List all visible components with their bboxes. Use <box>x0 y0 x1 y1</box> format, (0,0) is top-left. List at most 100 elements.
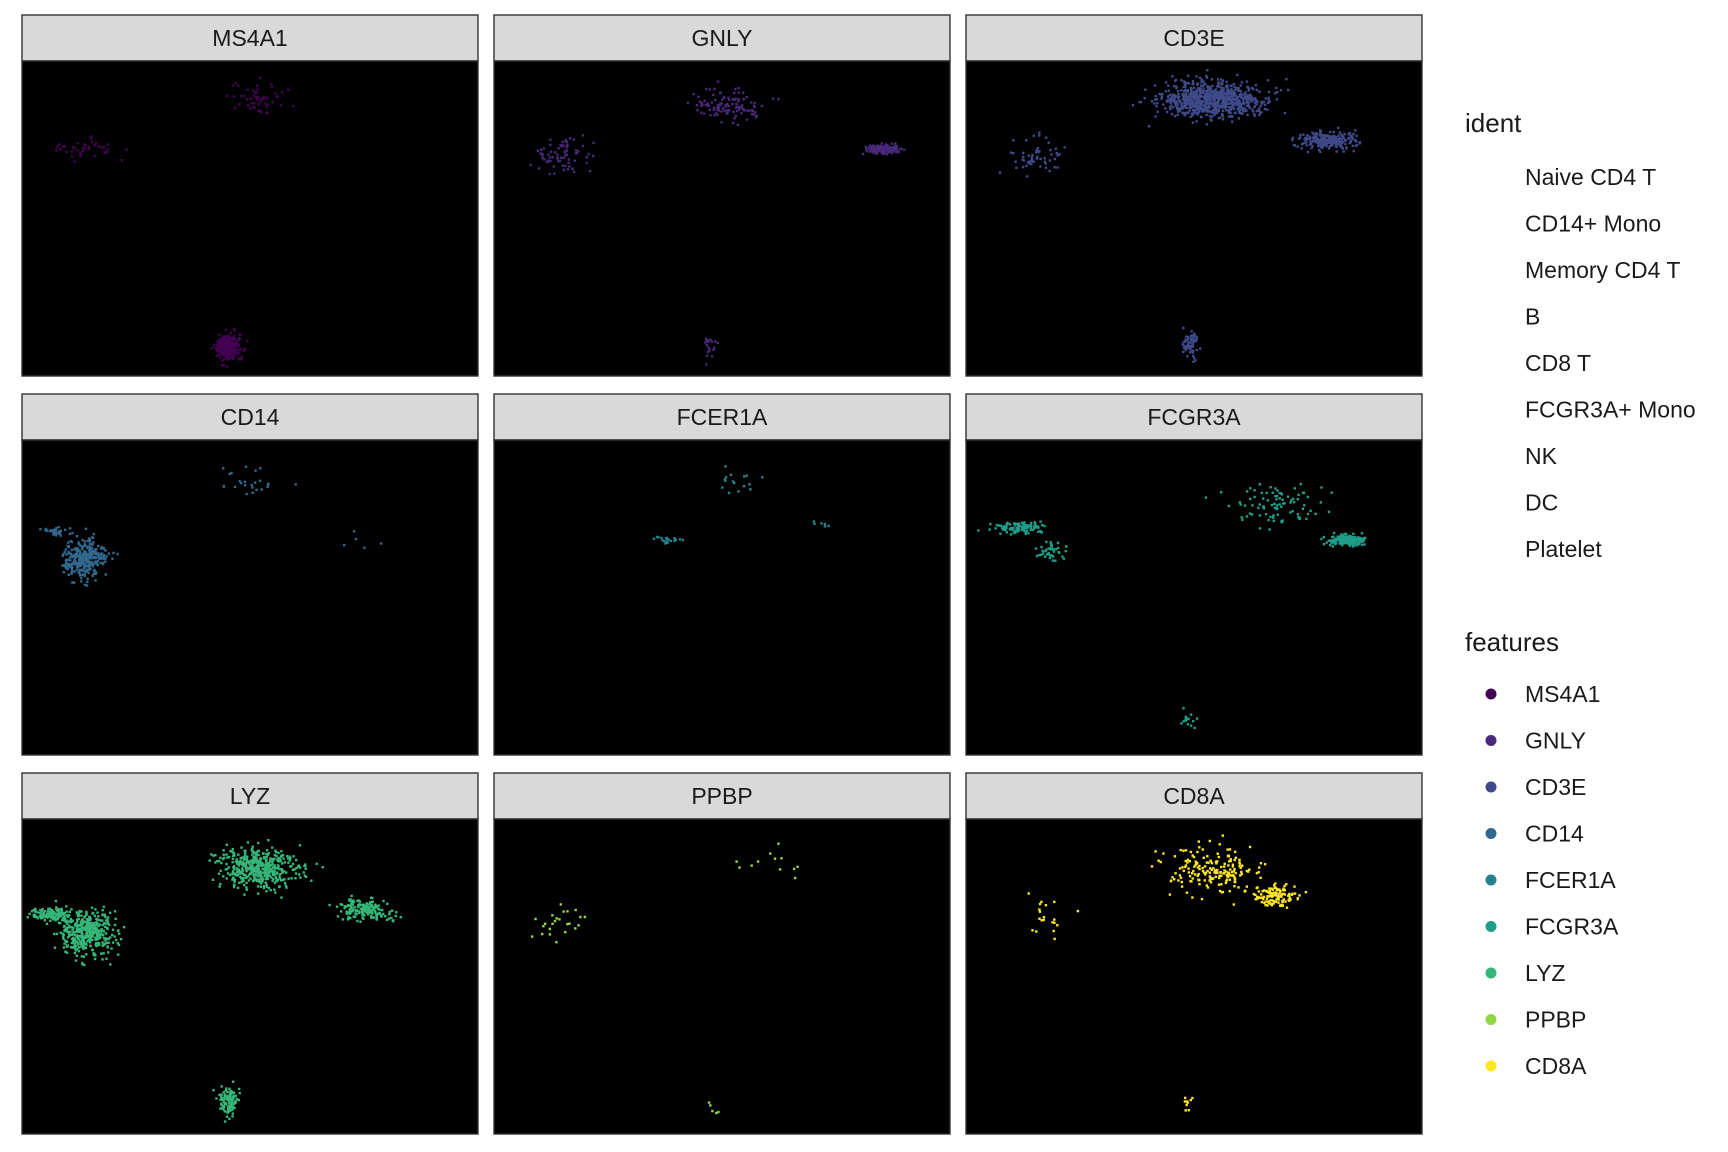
data-point <box>561 140 564 144</box>
data-point <box>543 922 547 925</box>
facet-strip-label: FCER1A <box>677 404 768 430</box>
data-point <box>80 577 83 580</box>
data-point <box>1184 338 1187 341</box>
data-point <box>85 926 89 930</box>
data-point <box>67 936 70 939</box>
data-point <box>229 331 232 335</box>
data-point <box>1188 97 1191 101</box>
data-point <box>226 358 229 361</box>
data-point <box>1034 547 1038 550</box>
data-point <box>1318 139 1322 142</box>
data-point <box>1233 868 1236 871</box>
data-point <box>374 903 377 906</box>
data-point <box>219 349 222 352</box>
data-point <box>352 899 355 902</box>
data-point <box>1220 82 1223 85</box>
data-point <box>705 363 708 366</box>
data-point <box>361 913 364 916</box>
data-point <box>734 87 737 91</box>
data-point <box>55 914 59 917</box>
data-point <box>1022 151 1025 155</box>
data-point <box>574 927 577 930</box>
data-point <box>1325 144 1328 147</box>
data-point <box>1185 107 1189 110</box>
data-point <box>1323 135 1326 138</box>
data-point <box>1014 160 1017 163</box>
data-point <box>77 917 80 921</box>
data-point <box>236 84 240 87</box>
data-point <box>71 919 74 922</box>
data-point <box>1193 334 1197 337</box>
data-point <box>229 1100 232 1103</box>
data-point <box>988 528 991 531</box>
facet-strip <box>21 14 479 62</box>
data-point <box>721 107 725 110</box>
data-point <box>268 861 271 865</box>
data-point <box>100 547 103 550</box>
data-point <box>771 97 775 100</box>
data-point <box>83 558 87 562</box>
data-point <box>257 109 260 113</box>
legend-feature-label: LYZ <box>1525 960 1565 986</box>
data-point <box>70 926 73 929</box>
data-point <box>1042 552 1045 555</box>
data-point <box>1204 871 1208 875</box>
data-point <box>893 145 896 148</box>
data-point <box>697 95 700 98</box>
data-point <box>1186 338 1190 341</box>
data-point <box>1183 345 1186 348</box>
data-point <box>723 96 726 99</box>
data-point <box>1188 104 1192 107</box>
data-point <box>875 144 879 148</box>
data-point <box>1219 78 1223 81</box>
legend-ident-item: DC <box>1525 490 1558 516</box>
data-point <box>79 155 82 158</box>
data-point <box>1217 100 1220 104</box>
data-point <box>1178 95 1181 98</box>
data-point <box>63 911 66 915</box>
data-point <box>349 911 352 915</box>
data-point <box>546 160 550 163</box>
data-point <box>365 911 369 914</box>
data-point <box>565 153 569 156</box>
data-point <box>1050 153 1053 156</box>
data-point <box>1342 535 1345 539</box>
data-point <box>82 926 86 929</box>
data-point <box>232 355 235 359</box>
data-point <box>119 938 123 941</box>
data-point <box>1219 871 1222 874</box>
data-point <box>116 942 119 945</box>
data-point <box>375 912 378 916</box>
data-point <box>1064 545 1068 548</box>
data-point <box>233 879 237 882</box>
data-point <box>704 341 707 344</box>
data-point <box>1273 502 1276 505</box>
data-point <box>1333 140 1336 143</box>
data-point <box>268 874 271 877</box>
data-point <box>1039 529 1042 533</box>
data-point <box>1040 545 1043 549</box>
data-point <box>372 916 375 919</box>
data-point <box>257 841 260 845</box>
data-point <box>372 907 375 910</box>
data-point <box>232 1091 235 1095</box>
data-point <box>74 563 77 566</box>
legend-key-dot <box>1485 921 1497 932</box>
data-point <box>71 555 74 559</box>
data-point <box>1322 135 1325 138</box>
data-point <box>1203 109 1206 112</box>
data-point <box>59 915 62 918</box>
data-point <box>1266 79 1270 82</box>
data-point <box>1193 339 1196 342</box>
data-point <box>712 106 716 110</box>
data-point <box>1281 519 1284 522</box>
data-point <box>1279 903 1282 907</box>
data-point <box>1226 848 1229 851</box>
scatter-points-ppbp <box>531 842 799 1115</box>
data-point <box>1233 880 1236 883</box>
data-point <box>1348 535 1351 538</box>
data-point <box>1247 101 1250 105</box>
data-point <box>87 564 91 568</box>
data-point <box>1231 874 1234 877</box>
data-point <box>1157 859 1160 862</box>
